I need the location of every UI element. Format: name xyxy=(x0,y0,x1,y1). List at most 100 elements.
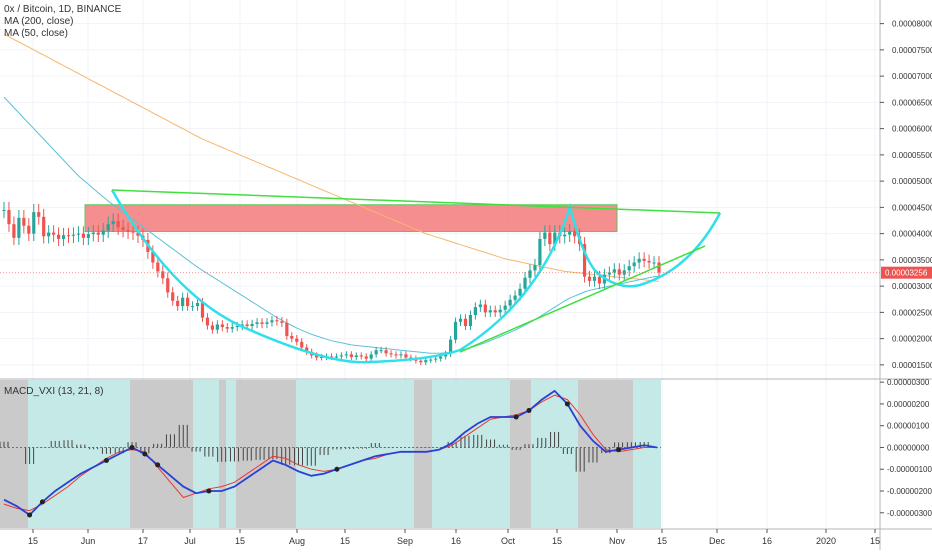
macd-shade-region xyxy=(510,380,531,528)
candle-body xyxy=(528,270,532,278)
last-price-tag xyxy=(881,266,932,279)
macd-shade-region xyxy=(28,380,130,528)
candle-body xyxy=(185,297,190,307)
candle-body xyxy=(359,355,363,357)
candle-body xyxy=(483,304,487,313)
candle-body xyxy=(508,299,512,306)
macd-cross-dot xyxy=(142,451,148,457)
candle-body xyxy=(245,324,249,327)
price-tick-label: 0.00002000 xyxy=(892,335,932,344)
macd-shade-region xyxy=(633,380,661,528)
time-tick-label: 16 xyxy=(451,536,461,546)
candle-body xyxy=(463,318,468,327)
candle-body xyxy=(220,324,224,328)
candle-body xyxy=(32,212,36,234)
candle-body xyxy=(548,232,552,245)
price-tick-label: 0.00007000 xyxy=(892,72,932,81)
candle-body xyxy=(111,221,115,225)
candle-body xyxy=(121,227,125,230)
price-tick-label: 0.00007500 xyxy=(892,46,932,55)
candle-body xyxy=(344,354,348,356)
candle-body xyxy=(468,315,473,327)
upper-trendline xyxy=(111,189,721,214)
macd-tick-label: -0.00000200 xyxy=(887,487,932,496)
candle-body xyxy=(270,320,274,323)
macd-shade-region xyxy=(226,380,236,528)
candle-body xyxy=(76,233,81,235)
candle-body xyxy=(255,322,259,324)
macd-shade-region xyxy=(432,380,510,528)
price-tick-label: 0.00002500 xyxy=(892,308,932,317)
candle-body xyxy=(136,232,140,236)
candle-body xyxy=(607,272,611,275)
candle-body xyxy=(305,347,309,352)
candle-body xyxy=(96,232,100,235)
time-tick-label: Jul xyxy=(184,536,196,546)
macd-cross-dot xyxy=(129,444,135,450)
candle-body xyxy=(498,309,502,313)
candle-body xyxy=(434,358,438,360)
candle-body xyxy=(151,252,155,263)
candle-body xyxy=(354,355,358,357)
ma200-legend: MA (200, close) xyxy=(4,16,74,27)
candle-body xyxy=(473,307,478,315)
candle-body xyxy=(290,336,294,339)
macd-shade-region xyxy=(236,380,296,528)
price-tick-label: 0.00004000 xyxy=(892,230,932,239)
macd-cross-dot xyxy=(27,512,33,518)
candle-body xyxy=(538,238,542,266)
candle-body xyxy=(563,234,567,237)
macd-shade-region xyxy=(296,380,338,528)
candle-body xyxy=(285,322,289,336)
candle-body xyxy=(280,321,284,323)
candle-body xyxy=(275,320,279,322)
price-tick-label: 0.00005500 xyxy=(892,151,932,160)
candle-body xyxy=(399,354,403,356)
candle-body xyxy=(260,322,264,324)
macd-shade-region xyxy=(0,380,28,528)
time-tick-label: 15 xyxy=(657,536,667,546)
price-tick-label: 0.00006000 xyxy=(892,125,932,134)
candle-body xyxy=(47,232,51,237)
candle-body xyxy=(493,310,497,313)
candle-body xyxy=(17,217,21,238)
time-tick-label: 15 xyxy=(870,536,880,546)
price-tick-label: 0.00005000 xyxy=(892,177,932,186)
ma200-line xyxy=(3,33,660,282)
candle-body xyxy=(597,276,602,284)
candle-body xyxy=(384,350,388,354)
candle-body xyxy=(617,269,621,275)
time-tick-label: 15 xyxy=(235,536,245,546)
price-tick-label: 0.00004500 xyxy=(892,203,932,212)
candle-body xyxy=(230,327,234,329)
candle-body xyxy=(56,234,61,239)
price-tick-label: 0.00001500 xyxy=(892,361,932,370)
candle-body xyxy=(71,234,76,236)
candle-body xyxy=(364,356,368,359)
ma50-line xyxy=(3,96,660,354)
candle-body xyxy=(210,325,215,330)
macd-cross-dot xyxy=(526,407,532,413)
macd-cross-dot xyxy=(39,499,45,505)
ma50-legend: MA (50, close) xyxy=(4,28,68,39)
candle-body xyxy=(195,302,200,307)
candle-body xyxy=(642,258,646,261)
macd-cross-dot xyxy=(334,466,340,472)
macd-cross-dot xyxy=(513,414,519,420)
candle-body xyxy=(295,338,299,342)
candle-body xyxy=(215,324,219,330)
macd-cross-dot xyxy=(616,447,622,453)
candle-body xyxy=(166,278,170,293)
candle-body xyxy=(369,354,373,359)
macd-tick-label: -0.00000300 xyxy=(887,509,932,518)
candle-body xyxy=(101,230,105,235)
time-tick-label: 17 xyxy=(138,536,148,546)
macd-tick-label: -0.00000100 xyxy=(887,465,932,474)
macd-shade-region xyxy=(338,380,414,528)
chart-title: 0x / Bitcoin, 1D, BINANCE xyxy=(4,4,122,15)
candle-body xyxy=(176,300,180,307)
macd-shade-region xyxy=(414,380,432,528)
time-tick-label: 16 xyxy=(762,536,772,546)
